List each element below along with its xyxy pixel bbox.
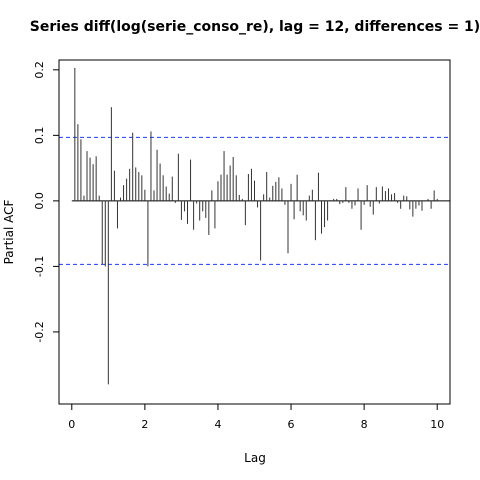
x-axis: 0 2 4 6 8 10: [68, 404, 444, 431]
x-tick-label: 10: [430, 418, 444, 431]
y-tick-label: 0.2: [33, 61, 46, 79]
x-tick-label: 4: [214, 418, 221, 431]
chart-title: Series diff(log(serie_conso_re), lag = 1…: [30, 19, 480, 35]
x-tick-label: 8: [361, 418, 368, 431]
x-tick-label: 6: [288, 418, 295, 431]
plot-frame: [59, 60, 450, 404]
pacf-bars: [75, 68, 437, 384]
y-axis-label: Partial ACF: [2, 200, 16, 265]
x-tick-label: 0: [68, 418, 75, 431]
y-tick-label: 0.0: [33, 192, 46, 210]
y-axis: -0.2 -0.1 0.0 0.1 0.2: [33, 61, 59, 343]
y-tick-label: 0.1: [33, 127, 46, 145]
x-axis-label: Lag: [244, 451, 266, 465]
y-tick-label: -0.2: [33, 321, 46, 342]
y-tick-label: -0.1: [33, 256, 46, 277]
x-tick-label: 2: [141, 418, 148, 431]
